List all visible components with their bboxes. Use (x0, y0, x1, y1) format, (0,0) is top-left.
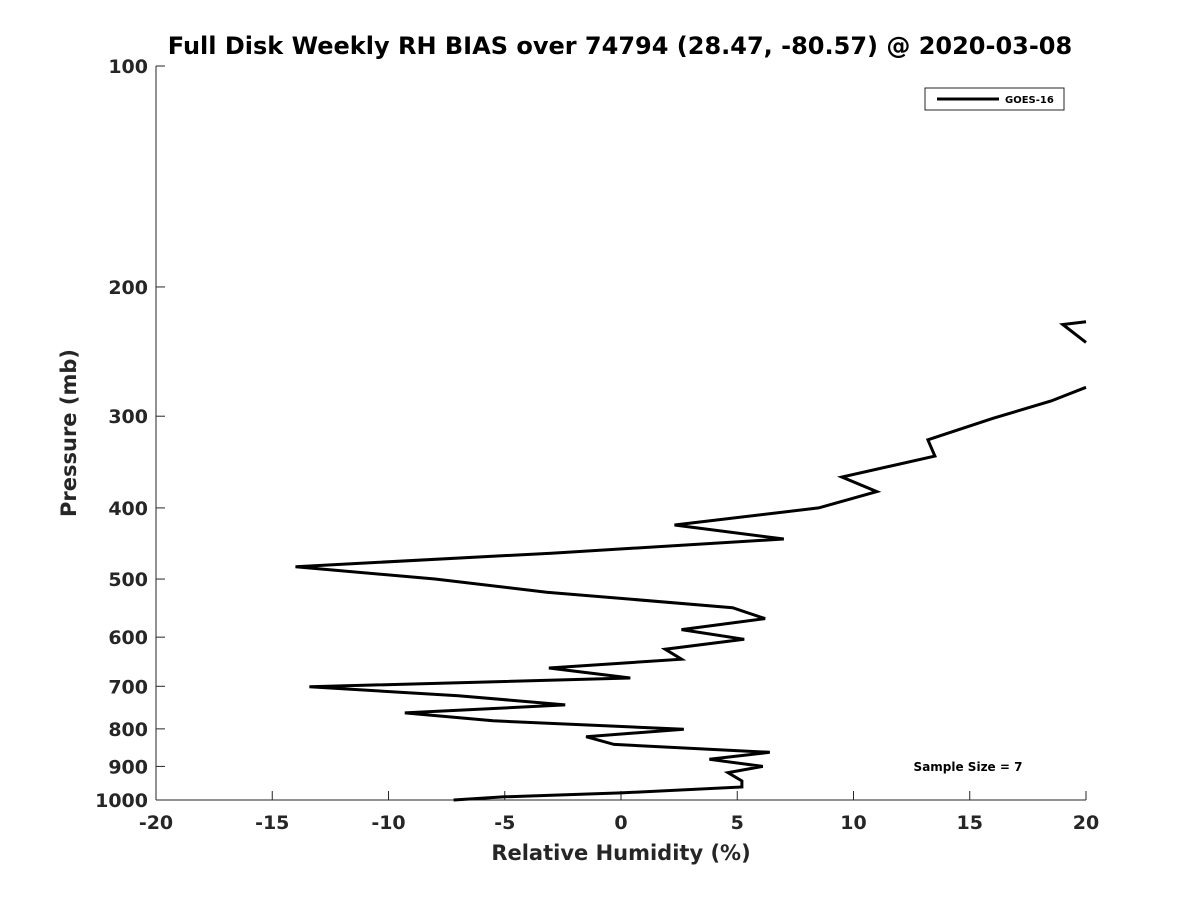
x-tick-label: 5 (731, 812, 744, 834)
x-axis-ticks: -20 -15 -10 -5 0 5 10 15 20 (139, 791, 1099, 834)
y-tick-label: 600 (108, 627, 148, 649)
sample-size-annotation: Sample Size = 7 (914, 760, 1023, 774)
x-axis-label: Relative Humidity (%) (491, 841, 750, 865)
x-tick-label: 0 (614, 812, 627, 834)
legend: GOES-16 (924, 87, 1065, 111)
y-tick-label: 200 (108, 277, 148, 299)
legend-label-goes-16: GOES-16 (1005, 95, 1054, 106)
chart-title: Full Disk Weekly RH BIAS over 74794 (28.… (168, 32, 1072, 60)
series-line-goes-16-segment-1 (1058, 320, 1087, 344)
x-tick-label: -15 (255, 812, 289, 834)
y-tick-label: 400 (108, 498, 148, 520)
y-axis-ticks: 100 200 300 400 500 600 700 800 900 1000 (95, 56, 165, 812)
y-tick-label: 800 (108, 719, 148, 741)
x-tick-label: -10 (371, 812, 405, 834)
x-tick-label: 20 (1073, 812, 1099, 834)
x-tick-label: 15 (957, 812, 983, 834)
y-tick-label: 900 (108, 756, 148, 778)
y-tick-label: 500 (108, 569, 148, 591)
y-tick-label: 100 (108, 56, 148, 78)
x-tick-label: 10 (840, 812, 866, 834)
series-layer (295, 320, 1087, 802)
x-tick-label: -5 (494, 812, 515, 834)
y-axis-label: Pressure (mb) (57, 349, 81, 517)
y-tick-label: 1000 (95, 790, 148, 812)
series-line-goes-16-segment-2 (295, 385, 1087, 802)
y-tick-label: 700 (108, 676, 148, 698)
x-tick-label: -20 (139, 812, 173, 834)
y-tick-label: 300 (108, 406, 148, 428)
